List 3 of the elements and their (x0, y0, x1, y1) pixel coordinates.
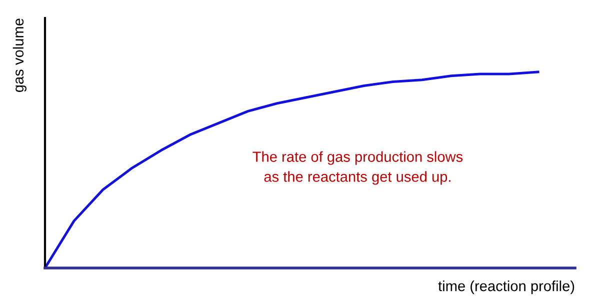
annotation: The rate of gas production slows as the reactants get used up. (252, 151, 463, 185)
x-axis-title: time (reaction profile) (438, 280, 574, 294)
y-axis-title: gas volume (12, 18, 26, 92)
